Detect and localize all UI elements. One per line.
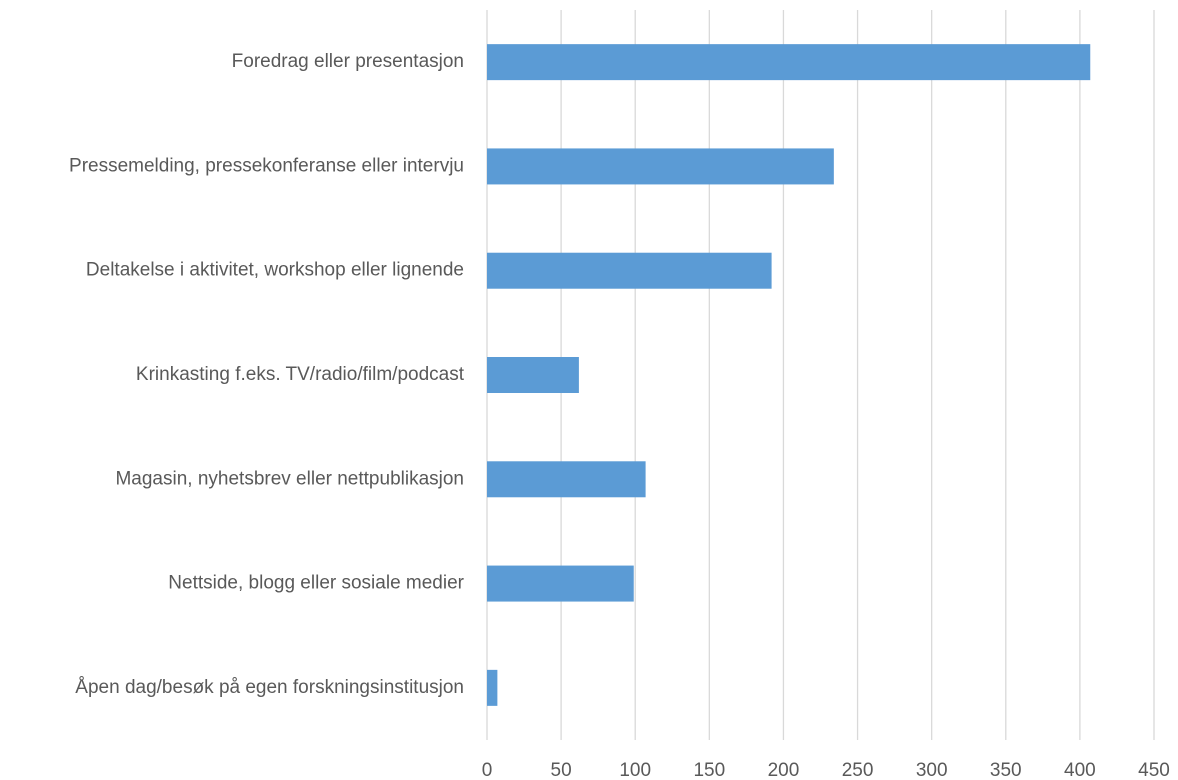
x-tick-label: 100 <box>619 760 651 780</box>
bar <box>487 565 634 602</box>
x-tick-label: 50 <box>551 760 572 780</box>
x-tick-label: 150 <box>693 760 725 780</box>
bar <box>487 44 1091 81</box>
bar <box>487 252 772 289</box>
x-tick-label: 0 <box>482 760 493 780</box>
x-tick-label: 250 <box>842 760 874 780</box>
bar <box>487 357 579 393</box>
bar <box>487 461 646 498</box>
x-tick-label: 350 <box>990 760 1022 780</box>
x-tick-label: 400 <box>1064 760 1096 780</box>
y-tick-label: Nettside, blogg eller sosiale medier <box>168 573 464 594</box>
y-tick-label: Magasin, nyhetsbrev eller nettpublikasjo… <box>115 468 464 489</box>
y-tick-label: Krinkasting f.eks. TV/radio/film/podcast <box>136 364 465 385</box>
y-tick-label: Åpen dag/besøk på egen forskningsinstitu… <box>75 677 464 698</box>
y-tick-label: Deltakelse i aktivitet, workshop eller l… <box>86 260 464 281</box>
y-tick-label: Pressemelding, pressekonferanse eller in… <box>69 155 464 176</box>
x-tick-label: 450 <box>1138 760 1170 780</box>
x-tick-label: 200 <box>768 760 800 780</box>
bar <box>487 669 498 706</box>
x-tick-label: 300 <box>916 760 948 780</box>
bar <box>487 148 834 185</box>
y-tick-label: Foredrag eller presentasjon <box>232 51 464 72</box>
